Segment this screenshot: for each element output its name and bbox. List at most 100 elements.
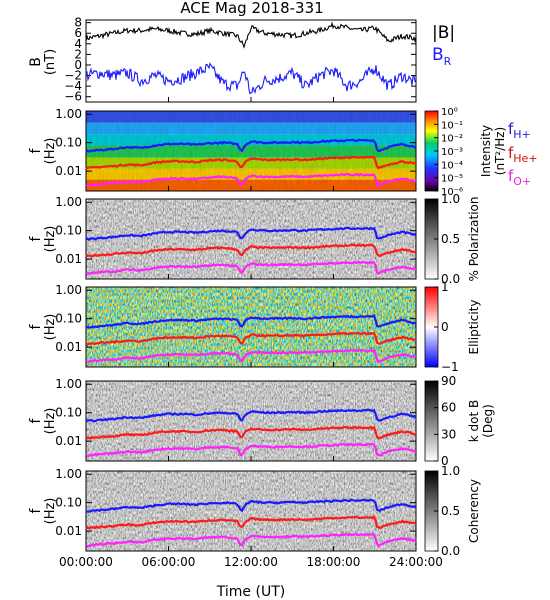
- gyro-label: fO+: [508, 167, 531, 188]
- ellipticity-texture: [86, 287, 416, 367]
- top-ytick-label: 8: [74, 16, 82, 30]
- time-tick-label: 24:00:00: [389, 555, 443, 569]
- colorbar-title: k dot B: [467, 400, 481, 442]
- top-ytick-label: −2: [64, 69, 82, 83]
- gyro-line-heplus: [85, 243, 417, 258]
- top-yunit: (nT): [43, 49, 58, 75]
- gyro-line-oplus: [85, 532, 417, 548]
- colorbar-tick-label: 10⁻³: [441, 147, 463, 158]
- top-ytick-label: 2: [74, 47, 82, 61]
- legend-b-total: |B|: [432, 23, 455, 43]
- top-ytick-label: 4: [74, 37, 82, 51]
- freq-tick-label: 0.10: [55, 496, 82, 510]
- freq-tick-label: 0.10: [55, 136, 82, 150]
- polarization-texture: [86, 199, 416, 279]
- gyro-line-hplus: [85, 226, 417, 242]
- kdotb-texture: [86, 381, 416, 461]
- gyro-line-heplus: [85, 155, 417, 170]
- colorbar-tick-label: 0.0: [441, 272, 460, 286]
- legend-b-r: BR: [432, 45, 452, 68]
- freq-tick-label: 1.00: [55, 283, 82, 297]
- time-tick-label: 06:00:00: [142, 555, 196, 569]
- freq-tick-label: 0.10: [55, 224, 82, 238]
- freq-tick-label: 1.00: [55, 377, 82, 391]
- colorbar-tick-label: 0: [441, 454, 449, 468]
- colorbar-tick-label: 0.5: [441, 504, 460, 518]
- gyro-line-oplus: [85, 442, 417, 457]
- gyro-line-heplus: [85, 515, 417, 530]
- top-ylabel: B: [28, 57, 44, 67]
- gyro-line-heplus: [85, 331, 417, 346]
- time-tick-label: 18:00:00: [307, 555, 361, 569]
- freq-tick-label: 1.00: [55, 107, 82, 121]
- freq-ylabel: f: [28, 323, 44, 329]
- freq-tick-label: 1.00: [55, 467, 82, 481]
- gyrofrequency-legend: fH+ fHe+fO+: [508, 120, 538, 188]
- colorbar-unit: (Deg): [481, 404, 495, 438]
- gyro-line-hplus: [85, 314, 417, 329]
- freq-tick-label: 0.10: [55, 312, 82, 326]
- colorbar-title: Coherency: [467, 479, 481, 543]
- colorbar-tick-label: 1.0: [441, 192, 460, 206]
- freq-tick-label: 0.10: [55, 406, 82, 420]
- freq-yunit: (Hz): [43, 314, 58, 341]
- time-tick-label: 00:00:00: [59, 555, 113, 569]
- colorbar-tick-label: 0.5: [441, 232, 460, 246]
- colorbar-tick-label: 0.0: [441, 544, 460, 558]
- top-ytick-label: −6: [64, 90, 82, 104]
- series-b-total-line: [85, 21, 417, 49]
- top-ytick-label: 6: [74, 26, 82, 40]
- freq-ylabel: f: [28, 235, 44, 241]
- freq-ylabel: f: [28, 147, 44, 153]
- spectral-panel-intensity: 1.00 0.10 0.01 f (Hz) 10⁰ 10⁻¹ 10⁻² 10⁻³ 10⁻⁴ 10⁻⁵…: [28, 107, 507, 198]
- intensity-texture: [86, 111, 416, 191]
- colorbar-kdotb: [424, 380, 439, 462]
- freq-yunit: (Hz): [43, 498, 58, 525]
- colorbar-tick-label: 1.0: [441, 464, 460, 478]
- colorbar-title: % Polarization: [467, 197, 481, 282]
- gyro-line-oplus: [85, 172, 417, 188]
- colorbar-tick-label: 1: [441, 280, 449, 294]
- top-ytick-label: 0: [74, 58, 82, 72]
- freq-yunit: (Hz): [43, 408, 58, 435]
- freq-tick-label: 1.00: [55, 195, 82, 209]
- colorbar-tick-label: 10⁻²: [441, 134, 463, 145]
- colorbar-tick-label: 30: [441, 427, 456, 441]
- colorbar-tick-label: 10⁻⁵: [441, 174, 463, 185]
- legend-b-r-subscript: R: [444, 55, 452, 68]
- colorbar-title: Intensity: [479, 125, 493, 177]
- gyro-line-oplus: [85, 348, 417, 364]
- gyro-line-hplus: [85, 408, 417, 423]
- colorbar-tick-label: −1: [441, 360, 459, 374]
- freq-tick-label: 0.01: [55, 524, 82, 538]
- spectral-panel-kdotb: 1.00 0.10 0.01 f (Hz) 90 60 30 0 k dot B (Deg): [28, 374, 495, 468]
- spectral-panel-ellipticity: 1.00 0.10 0.01 f (Hz) 1 0 −1 Ellipticity: [28, 280, 481, 374]
- colorbar-tick-label: 10⁻¹: [441, 120, 463, 131]
- chart-title: ACE Mag 2018-331: [180, 0, 323, 17]
- gyro-line-hplus: [85, 138, 417, 153]
- freq-tick-label: 0.01: [55, 164, 82, 178]
- colorbar-tick-label: 10⁻⁴: [441, 160, 463, 171]
- coherency-texture: [86, 471, 416, 551]
- colorbar-tick-label: 10⁰: [441, 107, 458, 118]
- gyro-line-oplus: [85, 260, 417, 275]
- spectral-panel-polarization: 1.00 0.10 0.01 f (Hz) 1.0 0.5 0.0 % Polarization: [28, 192, 481, 286]
- series-b-r-line: [85, 62, 417, 95]
- freq-yunit: (Hz): [43, 226, 58, 253]
- gyro-label: fHe+: [508, 144, 538, 165]
- freq-ylabel: f: [28, 507, 44, 513]
- freq-tick-label: 0.01: [55, 252, 82, 266]
- colorbar-tick-label: 60: [441, 401, 456, 415]
- colorbar-tick-label: 0: [441, 320, 449, 334]
- top-ytick-label: −4: [64, 79, 82, 93]
- colorbar-tick-label: 10⁻⁶: [441, 187, 463, 198]
- time-tick-label: 12:00:00: [224, 555, 278, 569]
- freq-ylabel: f: [28, 417, 44, 423]
- gyro-line-hplus: [86, 498, 417, 513]
- spectral-panel-coherency: 1.00 0.10 0.01 f (Hz) 1.0 0.5 0.0 Coherency: [28, 464, 481, 558]
- gyro-label: fH+: [508, 120, 531, 141]
- colorbar-title: Ellipticity: [467, 300, 481, 355]
- freq-tick-label: 0.01: [55, 434, 82, 448]
